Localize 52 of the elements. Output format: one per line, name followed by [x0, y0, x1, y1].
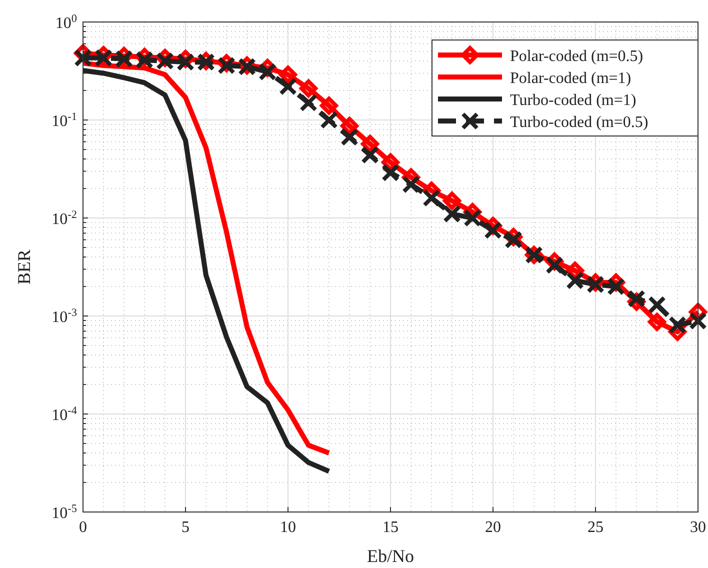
point	[74, 48, 92, 67]
point	[443, 192, 461, 210]
point	[258, 62, 276, 81]
y-tick-label: 10$^{-3}$	[52, 307, 78, 326]
x-tick-label: 30	[690, 519, 706, 536]
point	[300, 94, 318, 112]
x-tick-label: 15	[382, 519, 398, 536]
point	[279, 77, 297, 96]
point	[176, 53, 194, 72]
x-tick-label: 5	[182, 519, 190, 536]
point	[340, 116, 358, 135]
y-axis-title: BER	[14, 249, 34, 285]
point	[402, 175, 420, 194]
point	[607, 278, 625, 296]
point	[361, 146, 379, 164]
point	[648, 296, 666, 314]
point	[464, 209, 482, 227]
point	[443, 204, 461, 223]
x-tick-label: 10	[280, 519, 296, 536]
point	[628, 290, 646, 308]
y-tick-label: 10$^{-2}$	[52, 209, 77, 228]
point	[300, 79, 318, 98]
point	[689, 312, 707, 330]
legend-label: Turbo-coded (m=1)	[510, 92, 636, 109]
x-tick-label: 20	[485, 519, 501, 536]
point	[648, 312, 666, 331]
point	[115, 50, 133, 68]
legend-label: Turbo-coded (m=0.5)	[510, 114, 648, 131]
y-tick-label: 10$^{-1}$	[52, 111, 77, 130]
point	[382, 153, 400, 172]
point	[668, 316, 686, 334]
y-tick-label: 10$^{-5}$	[52, 503, 78, 522]
x-tick-label: 25	[588, 519, 604, 536]
y-tick-label: 10$^{-4}$	[52, 405, 78, 424]
x-axis-title: Eb/No	[367, 546, 414, 566]
point	[136, 50, 154, 69]
legend-label: Polar-coded (m=0.5)	[510, 48, 644, 65]
point	[320, 111, 338, 129]
point	[361, 134, 379, 153]
point	[382, 164, 400, 182]
point	[546, 256, 564, 274]
point	[504, 230, 522, 249]
point	[422, 188, 440, 207]
point	[279, 66, 297, 84]
point	[156, 52, 174, 70]
x-tick-label: 0	[79, 519, 87, 536]
point	[566, 272, 584, 290]
point	[320, 96, 338, 115]
point	[484, 221, 502, 240]
y-tick-label: 10$^{0}$	[55, 13, 78, 32]
point	[340, 128, 358, 146]
legend-label: Polar-coded (m=1)	[510, 70, 632, 87]
